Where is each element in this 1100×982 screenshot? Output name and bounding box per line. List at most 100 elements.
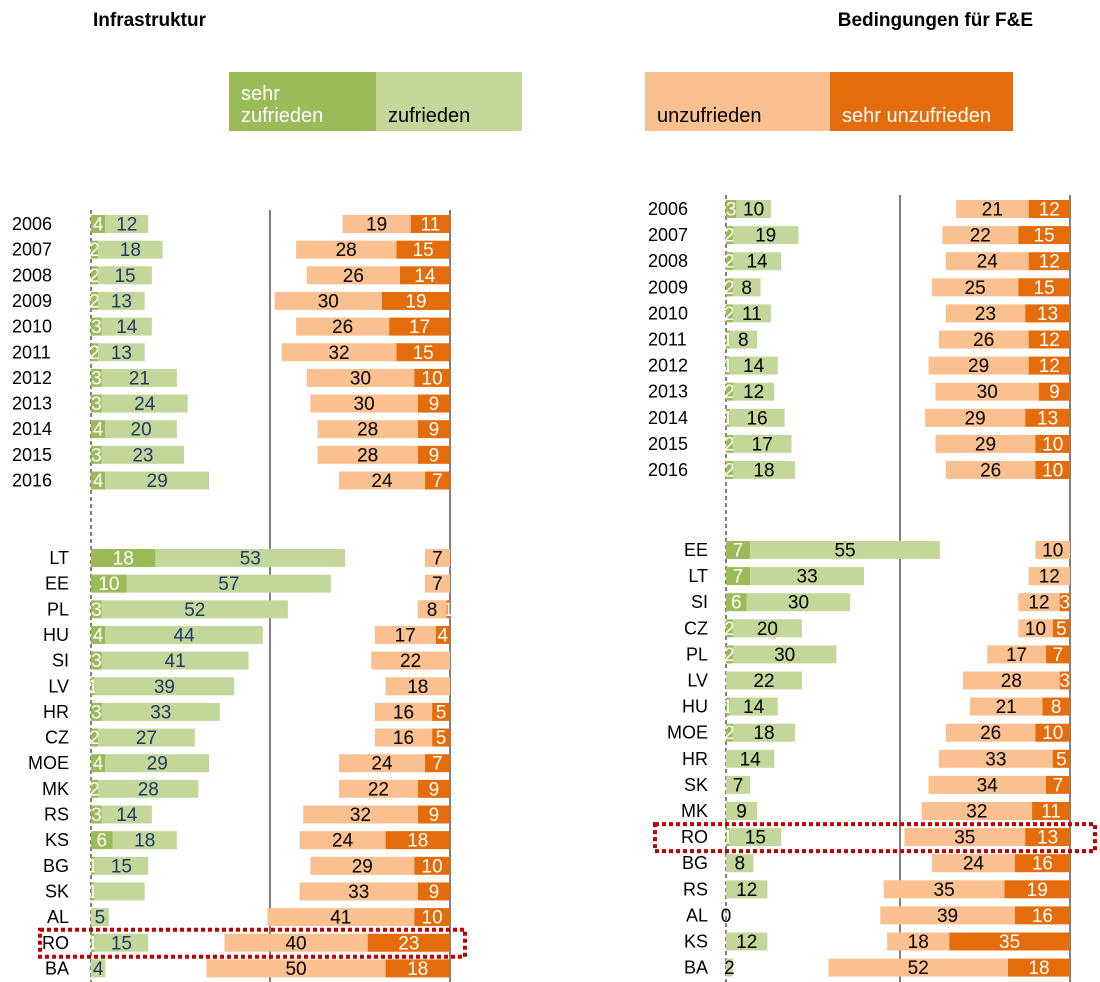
row-label: HU	[682, 697, 708, 717]
bar-segment	[1007, 958, 1070, 977]
value-label: 3	[91, 600, 102, 621]
bar-segment	[339, 779, 418, 798]
bar-segment	[887, 932, 950, 951]
value-label: 3	[91, 805, 102, 826]
value-label: 10	[1025, 619, 1046, 640]
bar-segment	[726, 775, 751, 794]
value-label: 11	[1041, 802, 1061, 823]
bar-segment	[91, 394, 102, 413]
bar-segment	[726, 541, 751, 559]
value-label: 14	[740, 749, 762, 770]
value-label: 18	[113, 549, 134, 570]
value-label: 9	[429, 779, 440, 800]
row-label: CZ	[684, 618, 708, 638]
bar-segment	[726, 697, 730, 716]
value-label: 12	[1039, 330, 1060, 351]
value-label: 2	[724, 619, 735, 640]
bar-segment	[342, 215, 411, 233]
bar-segment	[424, 549, 450, 567]
row-label: HU	[43, 625, 69, 645]
value-label: 3	[91, 368, 102, 389]
row-label: BG	[43, 856, 69, 876]
bar-segment	[91, 240, 99, 259]
bar-segment	[732, 382, 775, 401]
bar-segment	[414, 368, 450, 387]
value-label: 19	[1027, 880, 1048, 901]
value-label: 5	[436, 702, 447, 723]
bar-segment	[1032, 802, 1070, 820]
bar-segment	[105, 215, 149, 233]
value-label: 18	[407, 677, 428, 698]
value-label: 7	[432, 471, 443, 492]
bar-segment	[1042, 697, 1070, 716]
bar-segment	[101, 702, 220, 721]
bar-segment	[98, 240, 163, 259]
value-label: 12	[736, 880, 757, 901]
value-label: 12	[1039, 567, 1060, 588]
value-label: 10	[422, 856, 443, 877]
value-label: 26	[980, 461, 1001, 482]
value-label: 41	[330, 908, 351, 929]
row-label: MOE	[667, 723, 708, 743]
value-label: 10	[1042, 723, 1063, 744]
highlight-box	[653, 822, 1097, 854]
value-label: 18	[407, 959, 428, 980]
bar-segment	[91, 677, 95, 696]
value-label: 2	[724, 304, 735, 325]
bar-segment	[91, 754, 106, 773]
value-label: 9	[429, 420, 440, 441]
bar-segment	[91, 702, 102, 721]
bar-segment	[101, 317, 152, 336]
value-label: 4	[93, 471, 104, 492]
value-label: 3	[1060, 671, 1071, 692]
bar-segment	[1035, 541, 1070, 559]
value-label: 30	[977, 382, 998, 403]
bar-segment	[306, 266, 400, 285]
bar-segment	[112, 831, 177, 850]
bar-segment	[1059, 593, 1070, 612]
value-label: 20	[131, 420, 152, 441]
bar-segment	[726, 802, 758, 820]
row-label: SK	[684, 775, 708, 795]
bar-segment	[1035, 461, 1070, 479]
value-label: 3	[91, 702, 102, 723]
bar-segment	[399, 266, 450, 285]
value-label: 19	[366, 215, 387, 236]
value-label: 7	[733, 775, 744, 796]
value-label: 0	[721, 906, 732, 927]
value-label: 5	[1056, 749, 1067, 770]
chart-title: Bedingungen für F&E	[837, 10, 1033, 31]
value-label: 17	[752, 434, 773, 455]
value-label: 57	[218, 574, 239, 595]
bar-segment	[726, 226, 733, 245]
row-label: 2010	[12, 317, 52, 337]
value-label: 4	[93, 420, 104, 441]
bar-segment	[91, 831, 113, 850]
value-label: 34	[977, 775, 999, 796]
value-label: 24	[332, 831, 354, 852]
bar-segment	[94, 933, 149, 952]
bar-segment	[729, 828, 782, 847]
value-label: 22	[400, 651, 421, 672]
bar-segment	[91, 959, 106, 978]
value-label: 3	[91, 394, 102, 415]
bar-segment	[726, 723, 733, 742]
bar-segment	[726, 958, 733, 977]
bar-segment	[1028, 567, 1070, 586]
bar-segment	[732, 252, 782, 271]
row-label: SI	[691, 592, 708, 612]
value-label: 10	[98, 574, 119, 595]
bar-segment	[1038, 382, 1070, 401]
value-label: 15	[1034, 226, 1055, 247]
row-label: AL	[47, 907, 69, 927]
bar-segment	[945, 252, 1029, 271]
value-label: 18	[753, 461, 774, 482]
value-label: 2	[89, 728, 100, 749]
value-label: 2	[724, 226, 735, 247]
value-label: 15	[413, 240, 434, 261]
value-label: 2	[89, 266, 100, 287]
bar-segment	[281, 343, 397, 362]
value-label: 17	[409, 317, 430, 338]
value-label: 13	[1037, 304, 1058, 325]
